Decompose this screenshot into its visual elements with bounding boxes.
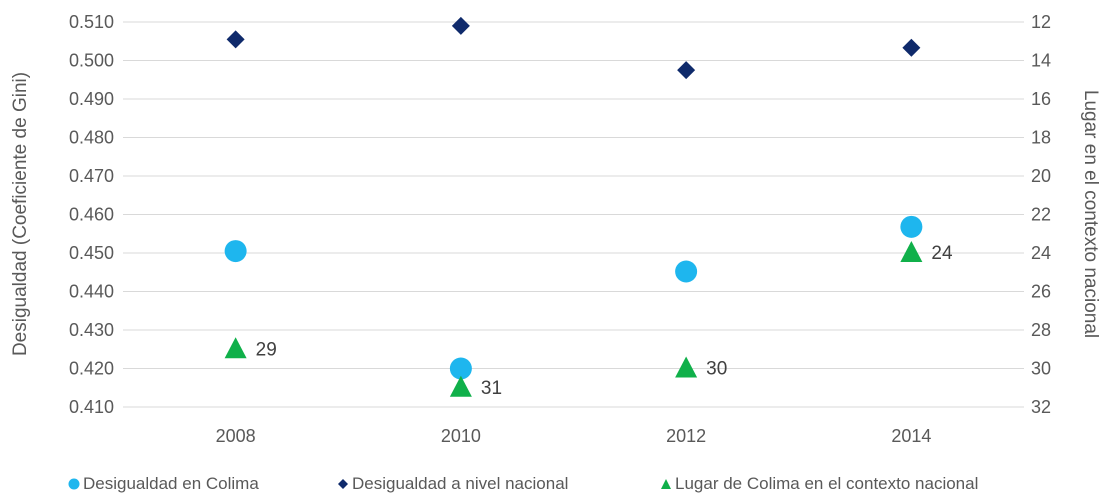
left-y-tick-label: 0.490 bbox=[69, 89, 114, 109]
left-y-axis-title: Desigualdad (Coeficiente de Gini) bbox=[10, 72, 31, 356]
left-y-tick-label: 0.440 bbox=[69, 282, 114, 302]
legend-label-nacional: Desigualdad a nivel nacional bbox=[352, 474, 569, 493]
data-label-lugar: 29 bbox=[256, 339, 277, 360]
right-y-tick-label: 28 bbox=[1031, 320, 1051, 340]
right-y-tick-label: 32 bbox=[1031, 397, 1051, 417]
left-y-tick-label: 0.430 bbox=[69, 320, 114, 340]
legend-diamond-icon bbox=[338, 479, 348, 489]
right-y-tick-label: 14 bbox=[1031, 51, 1051, 71]
point-colima bbox=[900, 215, 923, 238]
x-tick-label: 2010 bbox=[441, 426, 481, 446]
legend: Desigualdad en Colima Desigualdad a nive… bbox=[0, 474, 1112, 500]
data-label-lugar: 24 bbox=[931, 243, 953, 264]
legend-item-lugar: Lugar de Colima en el contexto nacional bbox=[660, 474, 978, 494]
legend-item-nacional: Desigualdad a nivel nacional bbox=[337, 474, 568, 494]
point-colima bbox=[675, 260, 698, 283]
x-tick-label: 2014 bbox=[891, 426, 931, 446]
left-y-tick-label: 0.510 bbox=[69, 12, 114, 32]
data-label-lugar: 31 bbox=[481, 378, 502, 399]
point-nacional bbox=[226, 30, 245, 49]
point-lugar bbox=[900, 241, 923, 262]
combo-chart: 2008 2010 2012 2014 0.5100.5000.4900.4800.4… bbox=[10, 12, 1101, 446]
data-label-lugar: 30 bbox=[706, 359, 727, 380]
right-y-tick-label: 30 bbox=[1031, 359, 1051, 379]
left-y-tick-label: 0.470 bbox=[69, 166, 114, 186]
left-y-tick-label: 0.410 bbox=[69, 397, 114, 417]
x-tick-label: 2008 bbox=[216, 426, 256, 446]
left-y-tick-label: 0.450 bbox=[69, 243, 114, 263]
data-marks: 29 31 30 24 bbox=[224, 16, 953, 399]
right-y-tick-label: 12 bbox=[1031, 12, 1051, 32]
point-lugar bbox=[224, 337, 247, 359]
right-y-tick-label: 18 bbox=[1031, 128, 1051, 148]
right-y-tick-label: 16 bbox=[1031, 89, 1051, 109]
left-y-tick-label: 0.500 bbox=[69, 51, 114, 71]
legend-item-colima: Desigualdad en Colima bbox=[68, 474, 259, 494]
right-y-axis-ticks: 12 14 16 18 20 22 24 26 28 30 32 bbox=[1031, 12, 1051, 417]
point-lugar bbox=[675, 356, 698, 378]
legend-circle-icon bbox=[68, 478, 80, 490]
legend-label-colima: Desigualdad en Colima bbox=[83, 474, 259, 493]
point-nacional bbox=[902, 38, 921, 57]
right-y-tick-label: 24 bbox=[1031, 243, 1051, 263]
x-axis-ticks: 2008 2010 2012 2014 bbox=[216, 426, 932, 446]
right-y-axis-title: Lugar en el contexto nacional bbox=[1080, 90, 1101, 338]
point-colima bbox=[449, 357, 472, 380]
left-y-tick-label: 0.460 bbox=[69, 205, 114, 225]
x-tick-label: 2012 bbox=[666, 426, 706, 446]
legend-triangle-icon bbox=[661, 479, 671, 489]
left-y-tick-label: 0.480 bbox=[69, 128, 114, 148]
point-lugar bbox=[449, 375, 472, 397]
left-y-tick-label: 0.420 bbox=[69, 359, 114, 379]
point-colima bbox=[224, 240, 247, 263]
left-y-axis-ticks: 0.510 0.500 0.490 0.480 0.470 0.460 0.450 0.440… bbox=[69, 12, 114, 417]
right-y-tick-label: 20 bbox=[1031, 166, 1051, 186]
point-nacional bbox=[677, 61, 696, 80]
gridlines bbox=[123, 21, 1024, 408]
right-y-tick-label: 22 bbox=[1031, 205, 1051, 225]
right-y-tick-label: 26 bbox=[1031, 282, 1051, 302]
legend-label-lugar: Lugar de Colima en el contexto nacional bbox=[675, 474, 979, 493]
point-nacional bbox=[451, 16, 470, 35]
